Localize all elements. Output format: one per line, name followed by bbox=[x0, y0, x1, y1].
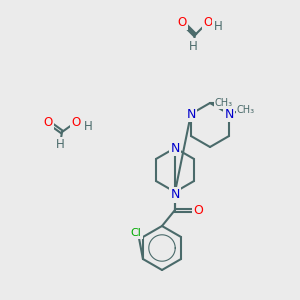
Text: N: N bbox=[186, 107, 196, 121]
Text: H: H bbox=[189, 40, 197, 52]
Text: O: O bbox=[71, 116, 81, 128]
Text: H: H bbox=[84, 119, 92, 133]
Text: H: H bbox=[214, 20, 222, 32]
Text: N: N bbox=[170, 142, 180, 154]
Text: O: O bbox=[193, 203, 203, 217]
Text: CH₃: CH₃ bbox=[237, 105, 255, 115]
Text: O: O bbox=[177, 16, 187, 28]
Text: O: O bbox=[203, 16, 213, 28]
Text: O: O bbox=[44, 116, 52, 128]
Text: N: N bbox=[170, 188, 180, 202]
Text: CH₃: CH₃ bbox=[215, 98, 233, 108]
Text: N: N bbox=[224, 107, 234, 121]
Text: Cl: Cl bbox=[130, 228, 142, 238]
Text: H: H bbox=[56, 139, 64, 152]
